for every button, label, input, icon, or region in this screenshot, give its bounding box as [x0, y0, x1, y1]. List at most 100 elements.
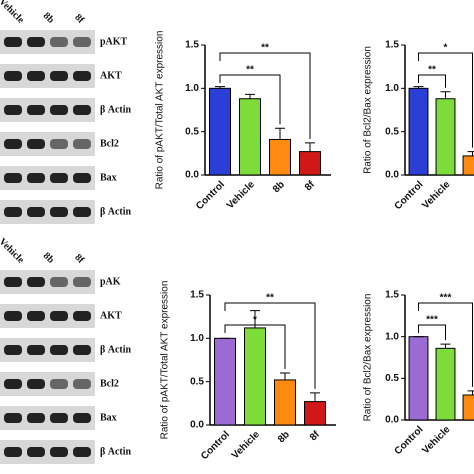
blot-band [27, 173, 45, 183]
x-tick-label: 8b [271, 179, 287, 195]
x-tick-label: Control [194, 179, 227, 212]
x-tick-label: 8b [276, 429, 292, 445]
band-label: β Actin [100, 104, 132, 115]
blot-band [27, 37, 45, 47]
blot-band [50, 71, 68, 81]
significance-bracket [219, 74, 281, 125]
significance-label: ** [266, 293, 274, 304]
blot-band [50, 105, 68, 115]
blot-band [27, 105, 45, 115]
x-tick-label: Vehicle [230, 429, 262, 461]
blot-band [27, 71, 45, 81]
bar [239, 98, 261, 176]
blot-band [73, 139, 91, 149]
significance-bracket [418, 302, 473, 387]
error-bar [215, 86, 225, 89]
blot-band [73, 311, 91, 321]
significance-bracket [418, 324, 446, 341]
blot-band [4, 207, 22, 217]
blot-band [50, 37, 68, 47]
significance-label: * [253, 315, 257, 326]
blot-band [4, 277, 22, 287]
blot-band [50, 207, 68, 217]
blot-band [4, 345, 22, 355]
band-label: AKT [100, 310, 122, 321]
blot-band [4, 311, 22, 321]
error-bar [280, 372, 290, 380]
y-tick-label: 0.0 [190, 420, 204, 431]
bar [244, 327, 266, 426]
blot-band [73, 277, 91, 287]
y-tick-label: 1.0 [385, 331, 399, 342]
blot-band [73, 447, 91, 457]
blot-band [27, 413, 45, 423]
lane-label: 8f [72, 252, 86, 266]
y-tick-label: 0.5 [185, 126, 199, 137]
blot-band [73, 173, 91, 183]
bar [214, 337, 236, 426]
significance-label: *** [426, 315, 438, 326]
bar [209, 87, 231, 176]
significance-bracket [219, 52, 311, 139]
y-tick-label: 1.0 [185, 83, 199, 94]
blot-band [50, 345, 68, 355]
blot-band [27, 207, 45, 217]
band-label: Bcl2 [100, 378, 119, 389]
blot-band [4, 139, 22, 149]
error-bar [310, 392, 320, 402]
blot-band [4, 105, 22, 115]
y-tick-label: 0.0 [385, 415, 399, 426]
blot-band [27, 277, 45, 287]
y-tick-label: 0.0 [385, 170, 399, 181]
lane-label: Vehicle [0, 236, 26, 266]
y-axis-label: Ratio of Bcl2/Bax expression [363, 46, 374, 174]
error-bar [275, 127, 285, 140]
bar [462, 394, 474, 421]
band-label: pAK [100, 276, 121, 287]
y-tick-label: 1.0 [190, 333, 204, 344]
y-axis-label: Ratio of Bcl2/Bax expression [363, 294, 374, 422]
x-tick-label: Vehicle [225, 179, 257, 211]
error-bar [305, 142, 315, 152]
bar [462, 155, 474, 176]
x-tick-label: Vehicle [420, 424, 452, 456]
blot-band [73, 71, 91, 81]
significance-label: ** [246, 65, 254, 76]
blot-band [73, 345, 91, 355]
band-label: β Actin [100, 344, 132, 355]
x-tick-label: Control [199, 429, 232, 462]
band-label: Bax [100, 412, 117, 423]
significance-label: ** [428, 65, 436, 76]
blot-band [27, 345, 45, 355]
blot-band [50, 379, 68, 389]
band-label: β Actin [100, 206, 132, 217]
band-label: pAKT [100, 36, 128, 47]
bar [269, 138, 291, 176]
blot-band [73, 105, 91, 115]
error-bar [440, 91, 451, 99]
y-tick-label: 1.0 [385, 83, 399, 94]
error-bar [467, 151, 474, 156]
bar [274, 379, 296, 426]
band-label: Bcl2 [100, 138, 119, 149]
bar [435, 347, 456, 421]
blot-band [4, 413, 22, 423]
error-bar [413, 86, 424, 89]
significance-bracket [224, 302, 316, 389]
blot-band [50, 139, 68, 149]
bar [408, 336, 429, 421]
y-tick-label: 0.0 [185, 170, 199, 181]
blot-band [50, 311, 68, 321]
significance-bracket [418, 52, 473, 148]
blot-band [73, 37, 91, 47]
y-axis-label: Ratio of pAKT/Total AKT expression [160, 281, 171, 440]
significance-label: * [444, 43, 448, 54]
band-label: Bax [100, 172, 117, 183]
blot-band [50, 173, 68, 183]
blot-band [50, 277, 68, 287]
blot-band [27, 139, 45, 149]
x-tick-label: Control [393, 179, 426, 212]
band-label: AKT [100, 70, 122, 81]
y-axis-label: Ratio of pAKT/Total AKT expression [155, 31, 166, 190]
lane-label: 8f [72, 12, 86, 26]
